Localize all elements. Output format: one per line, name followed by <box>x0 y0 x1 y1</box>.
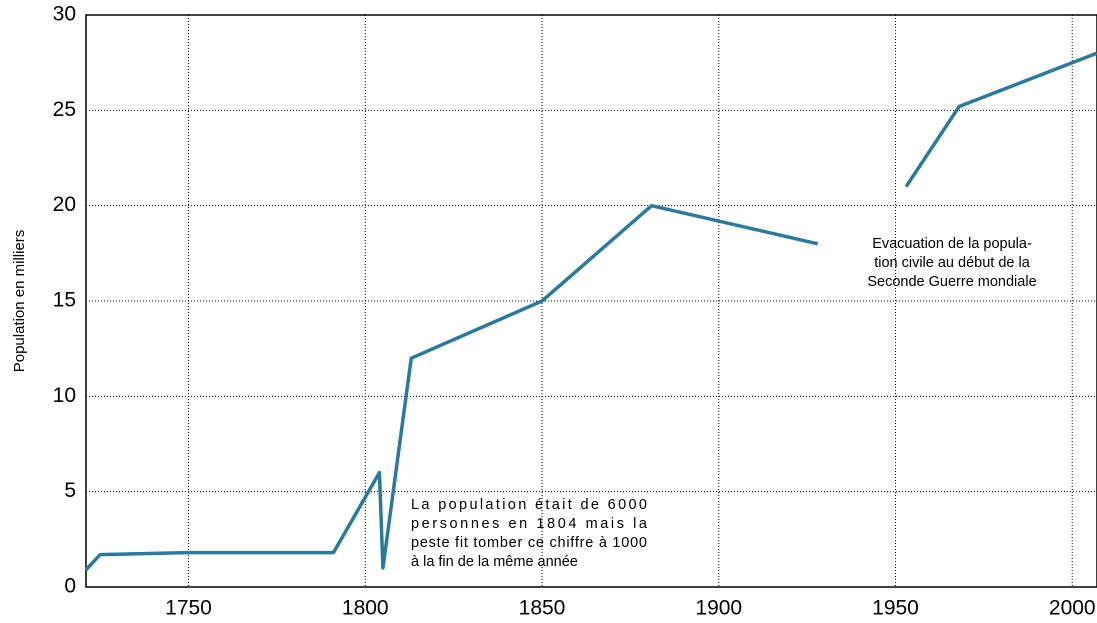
annotation: Seconde Guerre mondiale <box>867 274 1036 290</box>
plot-frame <box>85 14 1097 588</box>
annotation: personnes en 1804 mais la <box>411 516 648 532</box>
y-tick-label: 0 <box>64 575 76 598</box>
x-tick-label: 1850 <box>519 597 566 620</box>
y-tick-label: 20 <box>53 193 76 216</box>
data-line <box>84 51 1097 572</box>
annotation: à la fin de la même année <box>411 554 578 570</box>
y-tick-label: 25 <box>53 98 76 121</box>
annotation: peste fit tomber ce chiffre à 1000 <box>411 535 647 551</box>
annotation: Evacuation de la popula- <box>872 236 1032 252</box>
x-tick-label: 2000 <box>1049 597 1096 620</box>
y-axis-label: Population en milliers <box>11 230 28 373</box>
x-tick-label: 1750 <box>165 597 212 620</box>
x-tick-label: 1900 <box>695 597 742 620</box>
annotation: tion civile au début de la <box>874 255 1031 271</box>
y-tick-label: 10 <box>53 384 76 407</box>
x-tick-label: 1950 <box>872 597 919 620</box>
annotation: La population était de 6000 <box>411 497 647 513</box>
y-tick-label: 5 <box>64 479 76 502</box>
y-tick-label: 30 <box>53 3 76 26</box>
x-tick-label: 1800 <box>342 597 389 620</box>
y-tick-label: 15 <box>53 289 76 312</box>
